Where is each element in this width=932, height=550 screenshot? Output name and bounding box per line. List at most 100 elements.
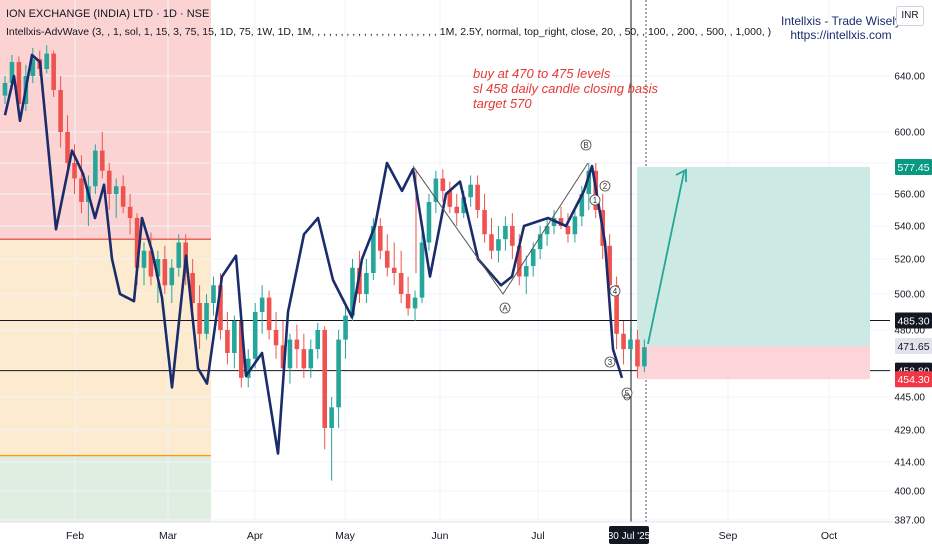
currency-button[interactable]: INR	[896, 6, 924, 26]
annotation-line-target: target 570	[473, 96, 532, 111]
candle-body	[100, 150, 105, 171]
position-tool[interactable]	[637, 166, 870, 380]
price-tick-label: 600.00	[894, 128, 925, 139]
target-arrow	[647, 171, 685, 345]
candle-body	[58, 90, 63, 132]
time-tick-label: Oct	[821, 530, 837, 542]
target-arrowhead	[675, 168, 687, 182]
candle-body	[2, 83, 8, 96]
candle-body	[572, 216, 578, 235]
candle-body	[635, 339, 640, 367]
time-axis[interactable]: Feb Mar Apr May Jun Jul 30 Jul '25 Sep Oct	[0, 521, 892, 544]
zone-demand	[0, 239, 211, 456]
candle-body	[72, 163, 77, 179]
candle-body	[412, 297, 418, 309]
candle-body	[197, 303, 202, 334]
wave-label-ring	[623, 393, 631, 401]
candle-body	[51, 53, 56, 90]
candle-body	[266, 297, 272, 330]
candle-body	[530, 249, 536, 266]
candle-body	[162, 259, 168, 286]
candle-body	[378, 226, 383, 251]
price-badge-red	[895, 371, 932, 388]
candle-body	[426, 202, 432, 243]
candle-body	[176, 242, 182, 268]
wave-label-2: 2	[603, 182, 608, 191]
candle-body	[308, 349, 314, 369]
wave-label-B: B	[583, 141, 588, 150]
candle-body	[461, 197, 466, 214]
candle-body	[245, 358, 251, 378]
price-tick-label: 500.00	[894, 290, 925, 301]
zone-support	[0, 455, 211, 522]
wave-label-4: 4	[613, 287, 618, 296]
brand-url[interactable]: https://intellxis.com	[790, 28, 892, 42]
candle-body	[252, 312, 258, 359]
target-zone	[637, 166, 870, 346]
candle-body	[419, 242, 425, 298]
brand-block: Intellxis - Trade Wisely https://intellx…	[766, 14, 916, 42]
price-tick-label: 520.00	[894, 255, 925, 266]
wave-label-A: A	[502, 304, 508, 313]
candle-body	[579, 194, 585, 217]
wave-label-circle	[609, 285, 621, 297]
candles	[2, 45, 647, 481]
candle-body	[503, 226, 508, 240]
annotation-line-entry: buy at 470 to 475 levels	[473, 66, 611, 81]
candle-body	[44, 53, 49, 69]
time-tick-label: May	[335, 530, 356, 542]
candle-body	[134, 218, 140, 268]
price-axis[interactable]: 640.00600.00580.00560.00540.00520.00500.…	[892, 0, 932, 527]
wave-label-3: 3	[608, 358, 613, 367]
stop-zone	[637, 345, 870, 380]
indicator-legend[interactable]: Intellxis-AdvWave (3, , 1, sol, 1, 15, 3…	[6, 26, 772, 38]
wave-label-circle	[604, 356, 616, 368]
price-badge-grey	[895, 337, 932, 354]
candle-body	[315, 330, 321, 350]
candle-body	[489, 234, 494, 251]
candle-body	[558, 218, 564, 226]
candle-body	[204, 303, 209, 334]
candle-body	[148, 250, 154, 277]
candle-body	[517, 245, 522, 277]
brand-name: Intellxis - Trade Wisely	[780, 14, 902, 28]
price-tick-label: 387.00	[894, 516, 925, 527]
candle-body	[155, 259, 161, 277]
candle-body	[468, 184, 473, 198]
candle-body	[384, 250, 390, 268]
candle-body	[16, 62, 22, 104]
candle-body	[405, 294, 411, 309]
candle-body	[65, 132, 70, 163]
price-tick-label: 445.00	[894, 393, 925, 404]
candle-body	[482, 210, 487, 235]
time-tick-label: Mar	[159, 530, 178, 542]
symbol-title[interactable]: ION EXCHANGE (INDIA) LTD · 1D · NSE	[6, 8, 210, 20]
candle-body	[614, 285, 619, 334]
candle-body	[454, 206, 460, 214]
candle-body	[127, 206, 133, 218]
candle-body	[211, 285, 216, 303]
wave-label-5: 5	[625, 389, 630, 398]
candle-body	[273, 330, 279, 346]
price-badge-dark	[895, 312, 932, 329]
candle-body	[364, 273, 369, 294]
candle-body	[565, 226, 571, 235]
candle-body	[9, 62, 15, 83]
price-badge-label: 577.45	[897, 162, 929, 174]
candle-body	[79, 178, 84, 202]
date-cursor-label: 30 Jul '25	[608, 531, 651, 542]
price-tick-label: 480.00	[894, 326, 925, 337]
candle-body	[628, 339, 633, 350]
price-tick-label: 400.00	[894, 487, 925, 498]
candle-body	[391, 267, 397, 273]
wave-label-circle	[599, 180, 611, 192]
candle-body	[336, 339, 341, 408]
candle-body	[496, 239, 501, 251]
candle-body	[141, 250, 147, 268]
price-tick-label: 429.00	[894, 426, 925, 437]
candle-body	[259, 297, 265, 312]
candle-body	[475, 184, 480, 210]
candle-body	[239, 321, 244, 378]
candle-body	[440, 178, 446, 191]
